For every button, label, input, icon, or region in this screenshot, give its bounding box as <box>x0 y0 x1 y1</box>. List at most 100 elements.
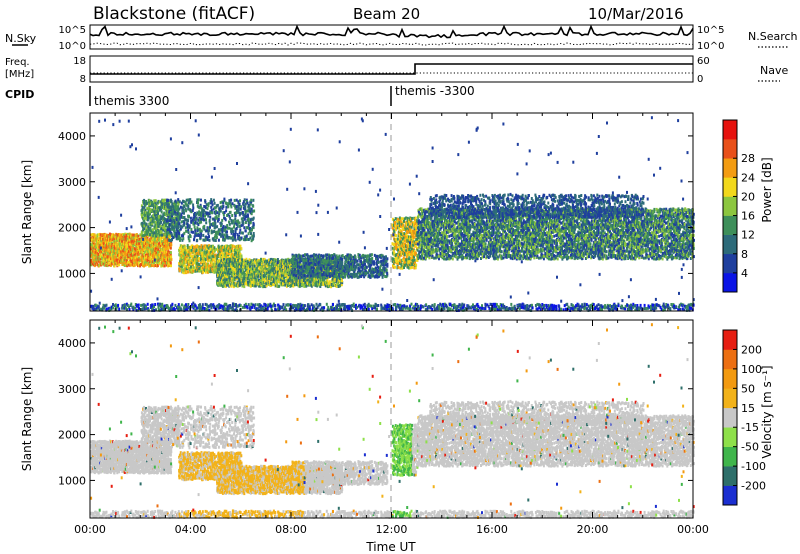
power-cell <box>217 218 220 221</box>
power-cell <box>225 209 228 213</box>
power-cell <box>122 258 125 262</box>
power-cell <box>227 252 230 255</box>
power-cell <box>208 228 210 232</box>
power-cell <box>141 206 144 209</box>
power-cell <box>253 264 256 268</box>
power-cell <box>207 257 210 261</box>
power-cell <box>231 221 234 225</box>
power-cell <box>235 198 238 202</box>
power-cell <box>102 253 105 257</box>
power-cell <box>156 249 158 252</box>
power-cell <box>239 252 242 256</box>
power-cell <box>216 230 219 234</box>
power-cell <box>151 241 154 245</box>
power-cell <box>214 253 217 257</box>
power-cell <box>144 233 147 237</box>
power-cell <box>173 235 176 239</box>
power-cell <box>96 239 99 243</box>
power-cell <box>187 219 190 223</box>
power-cell <box>144 230 147 234</box>
power-cell <box>161 233 164 237</box>
power-cell <box>229 216 232 220</box>
power-cell <box>157 209 160 213</box>
power-cell <box>101 243 104 247</box>
power-cell <box>220 245 223 249</box>
power-cell <box>210 261 213 264</box>
power-cell <box>178 261 181 265</box>
power-cell <box>219 254 221 258</box>
power-cell <box>159 214 162 218</box>
power-cell <box>214 265 217 269</box>
power-cell <box>142 234 145 238</box>
power-cell <box>123 242 125 246</box>
power-cell <box>202 211 205 215</box>
power-cell <box>244 205 247 209</box>
power-cell <box>163 244 166 248</box>
power-cell <box>178 217 181 221</box>
power-cell <box>160 210 163 214</box>
power-cell <box>239 228 242 232</box>
power-cell <box>209 225 211 229</box>
power-cell <box>146 201 149 205</box>
power-cell <box>204 214 206 218</box>
power-cell <box>224 226 226 230</box>
power-cell <box>175 218 178 222</box>
power-cell <box>210 252 213 256</box>
power-cell <box>110 259 113 263</box>
power-cell <box>141 212 144 216</box>
power-cell <box>139 239 142 243</box>
power-cell <box>180 201 183 205</box>
power-cell <box>165 214 168 217</box>
power-cell <box>221 218 224 222</box>
power-cell <box>135 252 138 256</box>
power-cell <box>143 221 146 225</box>
power-cell <box>212 230 214 234</box>
power-cell <box>244 215 247 219</box>
power-cell <box>234 231 237 235</box>
power-cell <box>244 202 247 206</box>
power-cell <box>194 219 197 223</box>
power-cell <box>199 205 202 209</box>
power-cell <box>212 207 215 211</box>
power-cell <box>209 222 212 226</box>
power-cell <box>182 246 185 250</box>
power-cell <box>200 217 203 221</box>
power-cell <box>212 270 215 274</box>
power-cell <box>165 235 168 239</box>
power-cell <box>157 247 160 251</box>
power-cell <box>239 224 241 228</box>
power-cell <box>209 253 212 257</box>
power-cell <box>105 251 108 255</box>
power-cell <box>170 264 172 268</box>
power-cell <box>237 210 240 214</box>
power-cell <box>245 200 248 203</box>
power-cell <box>136 262 138 266</box>
power-cell <box>140 239 143 243</box>
power-cell <box>147 231 150 235</box>
power-cell <box>174 224 177 228</box>
power-cell <box>198 265 201 269</box>
power-cell <box>170 233 173 237</box>
power-cell <box>224 228 227 232</box>
power-cell <box>200 229 203 233</box>
power-cell <box>152 252 155 256</box>
power-cell <box>223 249 226 253</box>
power-cell <box>245 237 248 241</box>
power-cell <box>168 231 171 235</box>
power-cell <box>182 268 185 272</box>
power-cell <box>174 204 177 208</box>
power-cell <box>163 224 166 228</box>
power-cell <box>193 225 196 229</box>
power-cell <box>183 223 186 227</box>
power-cell <box>163 202 166 206</box>
power-cell <box>214 231 217 234</box>
power-cell <box>222 213 225 216</box>
power-cell <box>210 208 213 212</box>
power-cell <box>237 219 240 223</box>
power-cell <box>118 263 121 267</box>
power-cell <box>216 203 219 207</box>
power-cell <box>197 263 200 266</box>
power-cell <box>167 215 170 219</box>
power-cell <box>227 202 230 206</box>
power-cell <box>114 257 117 261</box>
